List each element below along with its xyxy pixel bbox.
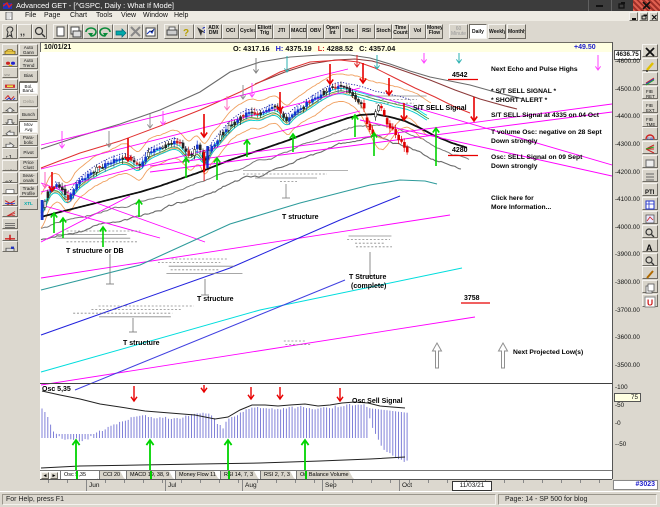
svg-text:↕1: ↕1 <box>5 155 13 159</box>
svg-text:Osc 5,35: Osc 5,35 <box>42 386 71 393</box>
svg-text:3758: 3758 <box>464 295 480 302</box>
svg-text:Osc Sell Signal: Osc Sell Signal <box>352 398 403 405</box>
svg-text:÷x: ÷x <box>5 179 13 183</box>
svg-text:S/T SELL Signal: S/T SELL Signal <box>413 105 467 112</box>
svg-text:,,: ,, <box>20 27 25 37</box>
svg-text:↔-↔: ↔-↔ <box>4 168 16 171</box>
svg-text:T structure: T structure <box>197 296 234 303</box>
svg-text:Osc: SELL Signal on 09 Sept: Osc: SELL Signal on 09 Sept <box>491 154 583 161</box>
svg-text:T structure or DB: T structure or DB <box>66 248 124 255</box>
svg-text:EXT: EXT <box>646 108 655 113</box>
svg-text:* SHORT ALERT *: * SHORT ALERT * <box>491 97 548 104</box>
svg-text:FIB: FIB <box>646 103 653 108</box>
svg-text:RESET: RESET <box>4 77 16 78</box>
svg-text:FIB: FIB <box>646 117 653 122</box>
svg-text:Next Echo and Pulse Highs: Next Echo and Pulse Highs <box>491 66 578 73</box>
svg-text:More Information...: More Information... <box>491 204 551 211</box>
svg-text:T volume Osc: negative on 28 S: T volume Osc: negative on 28 Sept <box>491 129 603 136</box>
svg-text:S/T SELL Signal at 4335 on 04: S/T SELL Signal at 4335 on 04 Oct <box>491 112 600 119</box>
svg-text:○○: ○○ <box>4 72 10 76</box>
svg-text:A: A <box>646 243 653 253</box>
svg-text:RET: RET <box>646 94 655 99</box>
svg-text:?: ? <box>202 26 207 35</box>
svg-text:U: U <box>647 298 653 308</box>
svg-text:* S/T SELL SIGNAL *: * S/T SELL SIGNAL * <box>491 88 557 95</box>
svg-text:TME: TME <box>646 122 655 127</box>
svg-text:Click here for: Click here for <box>491 195 534 202</box>
svg-text:Next Projected Low(s): Next Projected Low(s) <box>513 349 583 356</box>
svg-text:FIB: FIB <box>647 136 654 141</box>
svg-text:4542: 4542 <box>452 72 468 79</box>
svg-text:4280: 4280 <box>452 147 468 154</box>
svg-text:(complete): (complete) <box>351 283 386 290</box>
svg-text:Down strongly: Down strongly <box>491 163 538 170</box>
svg-text:FIB: FIB <box>646 89 653 94</box>
svg-text:T structure: T structure <box>123 340 160 347</box>
svg-text:T Structure: T Structure <box>349 274 386 281</box>
svg-text:T structure: T structure <box>282 214 319 221</box>
svg-text:Down strongly: Down strongly <box>491 138 538 145</box>
svg-text:PTI: PTI <box>645 190 655 196</box>
svg-text:?: ? <box>183 28 189 38</box>
